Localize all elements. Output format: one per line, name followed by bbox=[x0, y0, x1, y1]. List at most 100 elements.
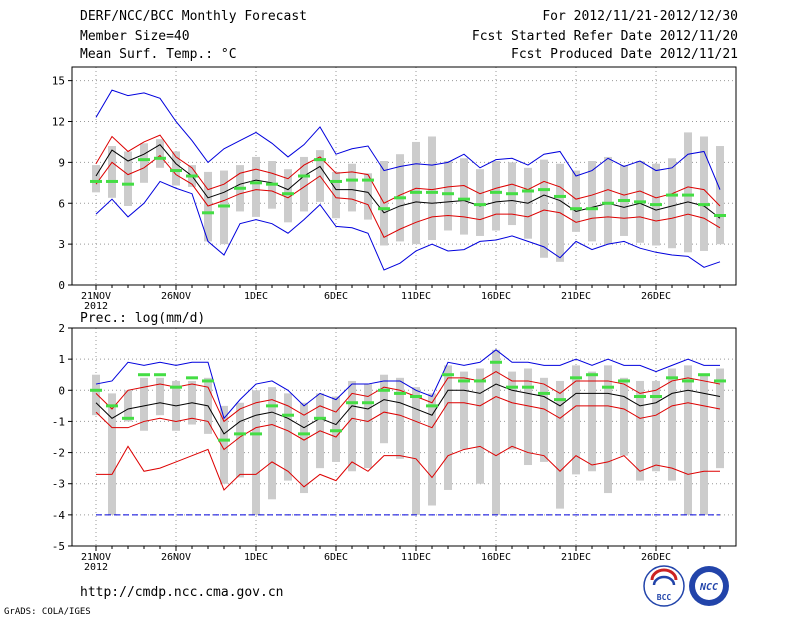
ensemble-marker bbox=[602, 201, 614, 205]
range-box bbox=[460, 371, 468, 450]
range-box bbox=[588, 161, 596, 242]
ensemble-marker bbox=[362, 178, 374, 182]
ensemble-marker bbox=[330, 179, 342, 183]
range-box bbox=[476, 169, 484, 236]
series-line-p10 bbox=[95, 154, 721, 238]
ensemble-marker bbox=[442, 192, 454, 196]
series-line-p10 bbox=[95, 395, 721, 451]
ensemble-marker bbox=[586, 373, 598, 377]
ensemble-marker bbox=[442, 373, 454, 377]
ensemble-marker bbox=[458, 197, 470, 201]
ensemble-marker bbox=[122, 416, 134, 420]
range-box bbox=[124, 151, 132, 206]
series-line-p90 bbox=[95, 371, 721, 423]
x-tick-year: 2012 bbox=[84, 562, 108, 573]
ensemble-marker bbox=[234, 186, 246, 190]
ensemble-marker bbox=[650, 395, 662, 399]
range-box bbox=[652, 380, 660, 472]
chart-title: DERF/NCC/BCC Monthly Forecast bbox=[80, 9, 307, 24]
ensemble-marker bbox=[602, 385, 614, 389]
ensemble-marker bbox=[346, 401, 358, 405]
ncc-logo-text: NCC bbox=[699, 582, 718, 593]
range-box bbox=[492, 349, 500, 515]
range-box bbox=[412, 387, 420, 515]
range-box bbox=[444, 161, 452, 231]
ensemble-marker bbox=[586, 207, 598, 211]
y-tick-label: 15 bbox=[52, 75, 65, 88]
ensemble-marker bbox=[698, 373, 710, 377]
y-tick-label: 2 bbox=[58, 322, 65, 335]
ensemble-marker bbox=[522, 189, 534, 193]
range-box bbox=[572, 365, 580, 475]
grads-credit: GrADS: COLA/IGES bbox=[4, 607, 91, 617]
ensemble-marker bbox=[634, 200, 646, 204]
ensemble-marker bbox=[362, 401, 374, 405]
range-box bbox=[284, 169, 292, 223]
range-box bbox=[92, 374, 100, 416]
series-line-mean bbox=[95, 144, 721, 219]
ensemble-marker bbox=[490, 360, 502, 364]
x-tick-label: 26NOV bbox=[161, 552, 191, 563]
range-box bbox=[268, 387, 276, 500]
range-box bbox=[364, 173, 372, 220]
ensemble-marker bbox=[250, 181, 262, 185]
x-tick-label: 21DEC bbox=[561, 552, 591, 563]
ensemble-marker bbox=[298, 432, 310, 436]
bcc-logo: BCC bbox=[643, 565, 685, 607]
ensemble-marker bbox=[522, 385, 534, 389]
range-box bbox=[252, 390, 260, 515]
range-box bbox=[668, 158, 676, 249]
ensemble-marker bbox=[202, 379, 214, 383]
x-tick-label: 21NOV bbox=[81, 291, 111, 302]
y-tick-label: 3 bbox=[58, 238, 65, 251]
series-line-max bbox=[95, 349, 720, 420]
range-box bbox=[428, 393, 436, 506]
ensemble-marker bbox=[202, 211, 214, 215]
range-box bbox=[444, 365, 452, 490]
source-url: http://cmdp.ncc.cma.gov.cn bbox=[80, 585, 284, 600]
range-box bbox=[588, 371, 596, 472]
range-box bbox=[716, 146, 724, 245]
ensemble-marker bbox=[218, 438, 230, 442]
bcc-logo-text: BCC bbox=[657, 593, 672, 602]
ensemble-marker bbox=[410, 395, 422, 399]
range-box bbox=[604, 365, 612, 494]
range-box bbox=[508, 371, 516, 450]
range-box bbox=[460, 158, 468, 235]
ensemble-marker bbox=[314, 416, 326, 420]
range-box bbox=[684, 365, 692, 515]
range-box bbox=[348, 380, 356, 472]
range-box bbox=[540, 377, 548, 462]
x-tick-label: 21NOV bbox=[81, 552, 111, 563]
range-box bbox=[428, 136, 436, 241]
ensemble-marker bbox=[618, 199, 630, 203]
ensemble-marker bbox=[570, 376, 582, 380]
ensemble-marker bbox=[682, 193, 694, 197]
ensemble-marker bbox=[426, 190, 438, 194]
range-box bbox=[636, 380, 644, 481]
ensemble-marker bbox=[666, 376, 678, 380]
y-tick-label: -2 bbox=[52, 447, 65, 460]
range-box bbox=[700, 136, 708, 251]
range-box bbox=[124, 390, 132, 422]
ensemble-marker bbox=[714, 379, 726, 383]
x-tick-label: 26DEC bbox=[641, 291, 671, 302]
ensemble-marker bbox=[490, 190, 502, 194]
range-box bbox=[572, 170, 580, 232]
x-tick-label: 11DEC bbox=[401, 552, 431, 563]
ensemble-marker bbox=[154, 373, 166, 377]
range-box bbox=[684, 132, 692, 253]
ensemble-marker bbox=[378, 207, 390, 211]
x-tick-label: 16DEC bbox=[481, 291, 511, 302]
ensemble-marker bbox=[458, 379, 470, 383]
plot-frame bbox=[71, 327, 737, 547]
precip-title: Prec.: log(mm/d) bbox=[80, 311, 205, 326]
range-box bbox=[300, 402, 308, 494]
ncc-logo: NCC bbox=[689, 566, 729, 606]
range-box bbox=[236, 402, 244, 478]
ensemble-marker bbox=[314, 158, 326, 162]
range-box bbox=[604, 156, 612, 245]
ensemble-marker bbox=[250, 432, 262, 436]
